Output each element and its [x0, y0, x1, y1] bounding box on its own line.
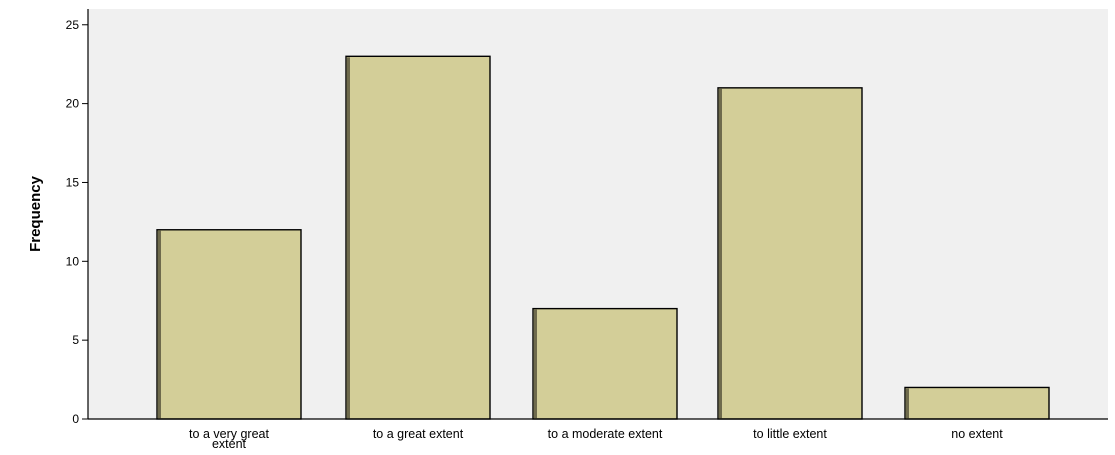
bar-shadow-inner [534, 309, 537, 419]
x-tick-label: to a very great extent [189, 427, 269, 450]
x-tick-label: to a moderate extent [548, 427, 663, 441]
y-ticks-group: 0 5 10 15 20 25 [66, 18, 88, 426]
y-tick-label: 25 [66, 18, 80, 32]
bar-shadow-inner [158, 230, 161, 419]
y-tick-label: 0 [72, 412, 79, 426]
x-tick-label: no extent [951, 427, 1003, 441]
bar-shadow-inner [347, 57, 350, 420]
y-tick-label: 15 [66, 175, 80, 189]
bar [532, 307, 678, 420]
bar [717, 87, 863, 420]
x-tick-label: to a great extent [373, 427, 464, 441]
bar [904, 386, 1050, 420]
y-tick-label: 5 [72, 333, 79, 347]
bar-shadow-inner [906, 388, 909, 419]
y-tick-label: 20 [66, 97, 80, 111]
bar-shadow-inner [719, 88, 722, 419]
y-axis-title: Frequency [27, 175, 44, 252]
x-labels-group: to a very great extent to a great extent to… [189, 427, 1003, 451]
bar [156, 229, 302, 420]
bar [345, 55, 491, 420]
x-tick-label: to little extent [753, 427, 827, 441]
y-tick-label: 10 [66, 254, 80, 268]
